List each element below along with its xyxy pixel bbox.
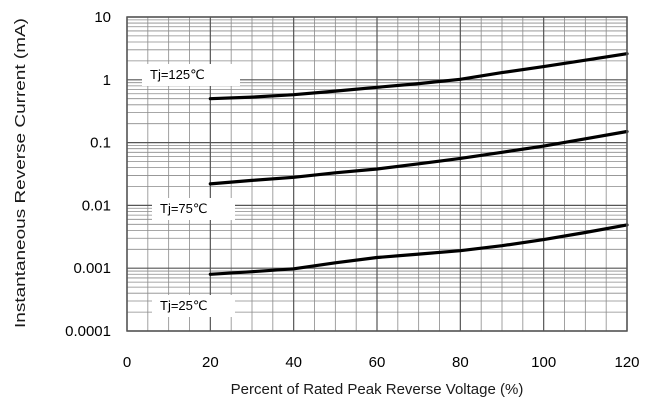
series-line-0 xyxy=(208,52,629,101)
y-tick-label: 10 xyxy=(94,9,111,26)
series-label-background xyxy=(142,64,240,86)
x-tick-labels: 0 20 40 60 80 100 120 xyxy=(123,354,640,371)
series-line-2 xyxy=(208,223,629,276)
x-tick-label: 80 xyxy=(452,354,469,371)
y-tick-label: 0.0001 xyxy=(65,323,111,340)
series-lines xyxy=(208,52,629,276)
x-tick-label: 20 xyxy=(202,354,219,371)
x-tick-label: 0 xyxy=(123,354,131,371)
y-tick-label: 0.01 xyxy=(82,197,111,214)
series-label: Tj=75℃ xyxy=(160,201,207,216)
x-tick-label: 100 xyxy=(531,354,556,371)
y-tick-label: 0.1 xyxy=(90,135,111,152)
plot-border xyxy=(126,16,628,332)
plot-frame xyxy=(126,16,628,332)
y-tick-labels: 0.0001 0.001 0.01 0.1 1 10 xyxy=(65,9,111,340)
series-label-background xyxy=(152,295,235,317)
series-label: Tj=25℃ xyxy=(160,298,207,313)
series-label-background xyxy=(152,198,235,220)
y-tick-label: 0.001 xyxy=(73,260,111,277)
series-labels: Tj=125℃ Tj=75℃ Tj=25℃ xyxy=(150,67,207,313)
x-tick-label: 60 xyxy=(369,354,386,371)
series-line-1 xyxy=(208,129,629,186)
x-tick-label: 40 xyxy=(285,354,302,371)
x-axis-title: Percent of Rated Peak Reverse Voltage (%… xyxy=(231,381,524,398)
x-tick-label: 120 xyxy=(614,354,639,371)
series-label-backgrounds xyxy=(142,64,240,317)
y-axis-title: Instantaneous Reverse Current (mA) xyxy=(12,18,29,328)
series-label: Tj=125℃ xyxy=(150,67,205,82)
y-tick-label: 1 xyxy=(103,72,111,89)
